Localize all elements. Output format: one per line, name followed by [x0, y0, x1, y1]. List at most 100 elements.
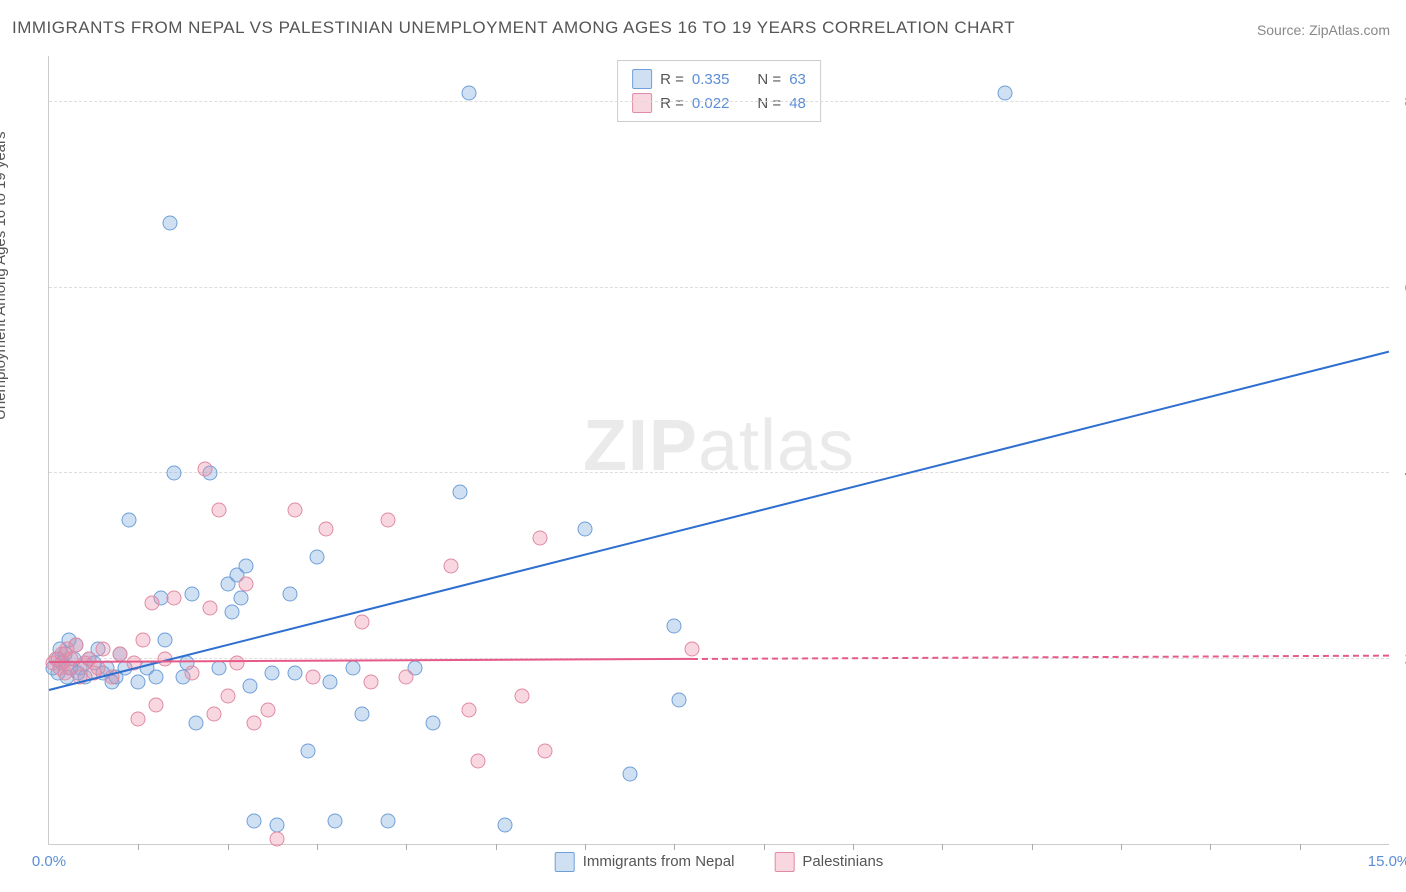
- data-point-palestinian: [238, 577, 253, 592]
- source-link[interactable]: ZipAtlas.com: [1309, 22, 1390, 38]
- x-tick-mark: [496, 844, 497, 850]
- data-point-palestinian: [381, 512, 396, 527]
- data-point-palestinian: [149, 697, 164, 712]
- data-point-palestinian: [318, 521, 333, 536]
- series-legend: Immigrants from Nepal Palestinians: [555, 852, 884, 872]
- data-point-nepal: [671, 693, 686, 708]
- x-tick-mark: [585, 844, 586, 850]
- data-point-palestinian: [685, 642, 700, 657]
- gridline: [49, 472, 1389, 473]
- data-point-nepal: [578, 521, 593, 536]
- data-point-nepal: [301, 744, 316, 759]
- x-tick-mark: [942, 844, 943, 850]
- n-value-palestinian: 48: [789, 95, 806, 112]
- data-point-palestinian: [461, 702, 476, 717]
- data-point-palestinian: [207, 707, 222, 722]
- data-point-nepal: [265, 665, 280, 680]
- data-point-palestinian: [68, 637, 83, 652]
- n-value-nepal: 63: [789, 71, 806, 88]
- data-point-nepal: [354, 707, 369, 722]
- data-point-palestinian: [260, 702, 275, 717]
- swatch-nepal: [555, 852, 575, 872]
- x-tick-label: 0.0%: [32, 853, 66, 870]
- data-point-nepal: [247, 813, 262, 828]
- data-point-nepal: [269, 818, 284, 833]
- data-point-nepal: [287, 665, 302, 680]
- data-point-nepal: [622, 767, 637, 782]
- n-label: N =: [757, 71, 781, 88]
- data-point-palestinian: [220, 688, 235, 703]
- data-point-palestinian: [135, 633, 150, 648]
- data-point-nepal: [997, 86, 1012, 101]
- data-point-nepal: [189, 716, 204, 731]
- legend-row-palestinian: R = 0.022 N = 48: [632, 91, 806, 115]
- data-point-palestinian: [444, 558, 459, 573]
- data-point-nepal: [211, 660, 226, 675]
- data-point-nepal: [461, 86, 476, 101]
- correlation-legend: R = 0.335 N = 63 R = 0.022 N = 48: [617, 60, 821, 122]
- trend-line: [49, 351, 1389, 691]
- trend-line: [49, 658, 692, 663]
- x-tick-mark: [1300, 844, 1301, 850]
- gridline: [49, 287, 1389, 288]
- plot-area: ZIPatlas R = 0.335 N = 63 R = 0.022 N = …: [48, 56, 1389, 845]
- data-point-palestinian: [399, 670, 414, 685]
- swatch-palestinian: [774, 852, 794, 872]
- data-point-palestinian: [354, 614, 369, 629]
- data-point-nepal: [667, 619, 682, 634]
- data-point-palestinian: [533, 531, 548, 546]
- data-point-nepal: [452, 484, 467, 499]
- x-tick-mark: [138, 844, 139, 850]
- data-point-palestinian: [470, 753, 485, 768]
- x-tick-mark: [228, 844, 229, 850]
- data-point-nepal: [158, 633, 173, 648]
- data-point-palestinian: [363, 674, 378, 689]
- x-tick-mark: [1210, 844, 1211, 850]
- r-value-palestinian: 0.022: [692, 95, 730, 112]
- x-tick-mark: [764, 844, 765, 850]
- data-point-palestinian: [211, 503, 226, 518]
- data-point-palestinian: [287, 503, 302, 518]
- data-point-palestinian: [131, 711, 146, 726]
- data-point-nepal: [345, 660, 360, 675]
- data-point-nepal: [234, 591, 249, 606]
- swatch-nepal: [632, 69, 652, 89]
- data-point-palestinian: [202, 600, 217, 615]
- data-point-palestinian: [537, 744, 552, 759]
- data-point-nepal: [323, 674, 338, 689]
- data-point-nepal: [426, 716, 441, 731]
- legend-label-nepal: Immigrants from Nepal: [583, 853, 735, 870]
- legend-item-palestinian: Palestinians: [774, 852, 883, 872]
- watermark-bold: ZIP: [583, 406, 698, 486]
- data-point-palestinian: [229, 656, 244, 671]
- data-point-palestinian: [167, 591, 182, 606]
- data-point-palestinian: [247, 716, 262, 731]
- x-tick-mark: [1032, 844, 1033, 850]
- chart-title: IMMIGRANTS FROM NEPAL VS PALESTINIAN UNE…: [12, 18, 1015, 38]
- x-tick-mark: [1121, 844, 1122, 850]
- data-point-nepal: [238, 558, 253, 573]
- watermark-light: atlas: [698, 406, 855, 486]
- data-point-nepal: [162, 215, 177, 230]
- source-prefix: Source:: [1257, 22, 1309, 38]
- data-point-palestinian: [95, 642, 110, 657]
- data-point-palestinian: [305, 670, 320, 685]
- data-point-nepal: [167, 466, 182, 481]
- data-point-nepal: [225, 605, 240, 620]
- x-tick-mark: [674, 844, 675, 850]
- legend-item-nepal: Immigrants from Nepal: [555, 852, 735, 872]
- data-point-palestinian: [269, 832, 284, 847]
- data-point-palestinian: [144, 595, 159, 610]
- data-point-nepal: [283, 586, 298, 601]
- data-point-nepal: [184, 586, 199, 601]
- r-value-nepal: 0.335: [692, 71, 730, 88]
- data-point-nepal: [497, 818, 512, 833]
- data-point-palestinian: [515, 688, 530, 703]
- swatch-palestinian: [632, 93, 652, 113]
- r-label: R =: [660, 71, 684, 88]
- data-point-nepal: [122, 512, 137, 527]
- data-point-nepal: [310, 549, 325, 564]
- data-point-nepal: [381, 813, 396, 828]
- data-point-nepal: [327, 813, 342, 828]
- legend-label-palestinian: Palestinians: [802, 853, 883, 870]
